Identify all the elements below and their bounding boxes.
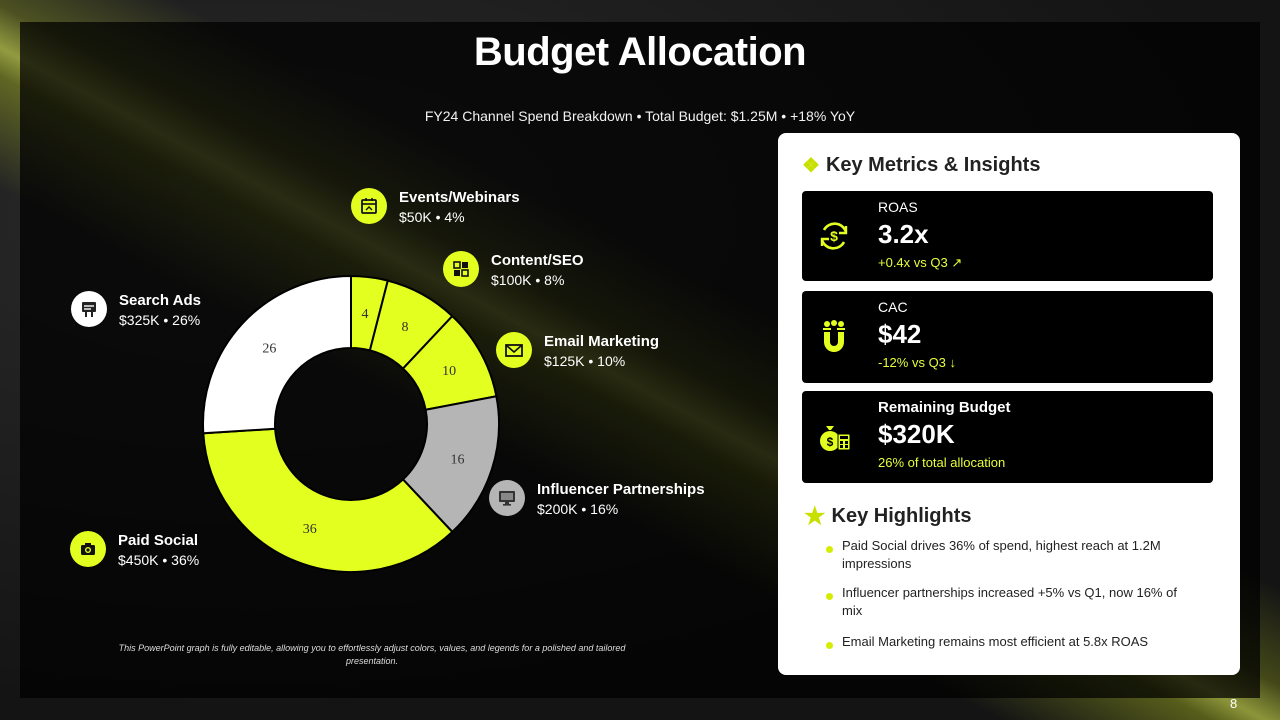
data-label: 26 xyxy=(262,341,276,356)
highlight-text: Influencer partnerships increased +5% vs… xyxy=(842,585,1177,618)
calendar-icon xyxy=(351,188,387,224)
footnote: This PowerPoint graph is fully editable,… xyxy=(118,643,626,666)
legend-name: Search Ads xyxy=(119,292,201,309)
metric-value: $320K xyxy=(878,419,955,449)
legend-name: Content/SEO xyxy=(491,252,584,269)
legend-name: Email Marketing xyxy=(544,333,660,350)
bullet-icon xyxy=(826,642,833,649)
bullet-icon xyxy=(826,546,833,553)
legend-value: $200K • 16% xyxy=(537,501,619,517)
donut-segment-search-ads xyxy=(202,274,352,435)
highlight-text: Paid Social drives 36% of spend, highest… xyxy=(842,538,1161,571)
highlights-heading: ★ Key Highlights xyxy=(804,502,972,531)
metric-delta: -12% vs Q3 ↓ xyxy=(878,355,957,370)
metric-label: Remaining Budget xyxy=(878,399,1011,416)
metric-delta: 26% of total allocation xyxy=(878,455,1006,470)
data-label: 4 xyxy=(362,307,369,322)
highlight-item: Influencer partnerships increased +5% vs… xyxy=(826,584,1196,620)
legend-value: $50K • 4% xyxy=(399,209,465,225)
legend-name: Paid Social xyxy=(118,532,199,549)
dollar-cycle-icon: $ xyxy=(820,222,848,250)
metric-value: $42 xyxy=(878,319,922,349)
metric-value: 3.2x xyxy=(878,219,929,249)
star-icon: ★ xyxy=(804,503,826,530)
page-title: Budget Allocation xyxy=(473,30,807,74)
legend-value: $100K • 8% xyxy=(491,272,565,288)
metrics-heading: ❖ Key Metrics & Insights xyxy=(802,153,1040,178)
data-label: 16 xyxy=(451,453,465,468)
content-icon xyxy=(443,251,479,287)
legend-value: $325K • 26% xyxy=(119,312,201,328)
metric-delta: +0.4x vs Q3 ↗ xyxy=(878,255,963,270)
legend-value: $125K • 10% xyxy=(544,353,626,369)
magnet-users-icon xyxy=(823,320,845,352)
diamond-sparkle-icon: ❖ xyxy=(802,155,820,177)
monitor-icon xyxy=(489,480,525,516)
svg-text:$: $ xyxy=(830,228,838,244)
legend-name: Influencer Partnerships xyxy=(537,481,705,498)
legend-item-events: Events/Webinars $50K • 4% xyxy=(351,188,520,227)
data-label: 36 xyxy=(303,522,317,537)
data-label: 8 xyxy=(401,320,408,335)
svg-text:$: $ xyxy=(827,435,834,449)
metrics-card: ❖ Key Metrics & Insights $ ROAS 3.2x +0.… xyxy=(778,133,1240,675)
highlight-item: Paid Social drives 36% of spend, highest… xyxy=(826,537,1196,573)
legend-value: $450K • 36% xyxy=(118,552,200,568)
billboard-icon xyxy=(71,291,107,327)
money-bag-calculator-icon: $ xyxy=(820,426,851,451)
legend-item-content-seo: Content/SEO $100K • 8% xyxy=(443,251,584,290)
legend-item-influencer: Influencer Partnerships $200K • 16% xyxy=(489,480,705,519)
metric-label: ROAS xyxy=(878,199,918,215)
highlights-heading-text: Key Highlights xyxy=(831,505,972,527)
metrics-heading-text: Key Metrics & Insights xyxy=(825,154,1041,176)
highlight-text: Email Marketing remains most efficient a… xyxy=(842,634,1149,649)
page-number: 8 xyxy=(1230,696,1238,711)
camera-icon xyxy=(70,531,106,567)
metric-cac: CAC $42 -12% vs Q3 ↓ xyxy=(802,291,1213,383)
metric-remaining-budget: $ Remaining Budget $320K 26% of total al… xyxy=(802,391,1213,483)
legend-name: Events/Webinars xyxy=(399,189,520,206)
mail-icon xyxy=(496,332,532,368)
page-subtitle: FY24 Channel Spend Breakdown • Total Bud… xyxy=(424,108,856,124)
highlight-item: Email Marketing remains most efficient a… xyxy=(826,633,1196,651)
donut-segment-paid-social xyxy=(202,427,454,573)
legend-item-search-ads: Search Ads $325K • 26% xyxy=(71,291,201,330)
metric-roas: $ ROAS 3.2x +0.4x vs Q3 ↗ xyxy=(802,191,1213,281)
legend-item-paid-social: Paid Social $450K • 36% xyxy=(70,531,199,570)
bullet-icon xyxy=(826,593,833,600)
legend-item-email: Email Marketing $125K • 10% xyxy=(496,332,659,371)
data-label: 10 xyxy=(442,364,456,379)
metric-label: CAC xyxy=(878,299,908,315)
donut-chart: 4 8 10 16 36 26 xyxy=(202,274,500,573)
